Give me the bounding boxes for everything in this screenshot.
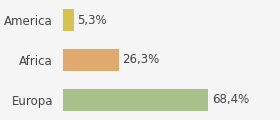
Bar [63, 9, 74, 31]
Bar [63, 49, 119, 71]
Text: 26,3%: 26,3% [122, 54, 159, 66]
Text: 68,4%: 68,4% [212, 93, 249, 106]
Bar [63, 89, 209, 111]
Text: 5,3%: 5,3% [77, 14, 107, 27]
